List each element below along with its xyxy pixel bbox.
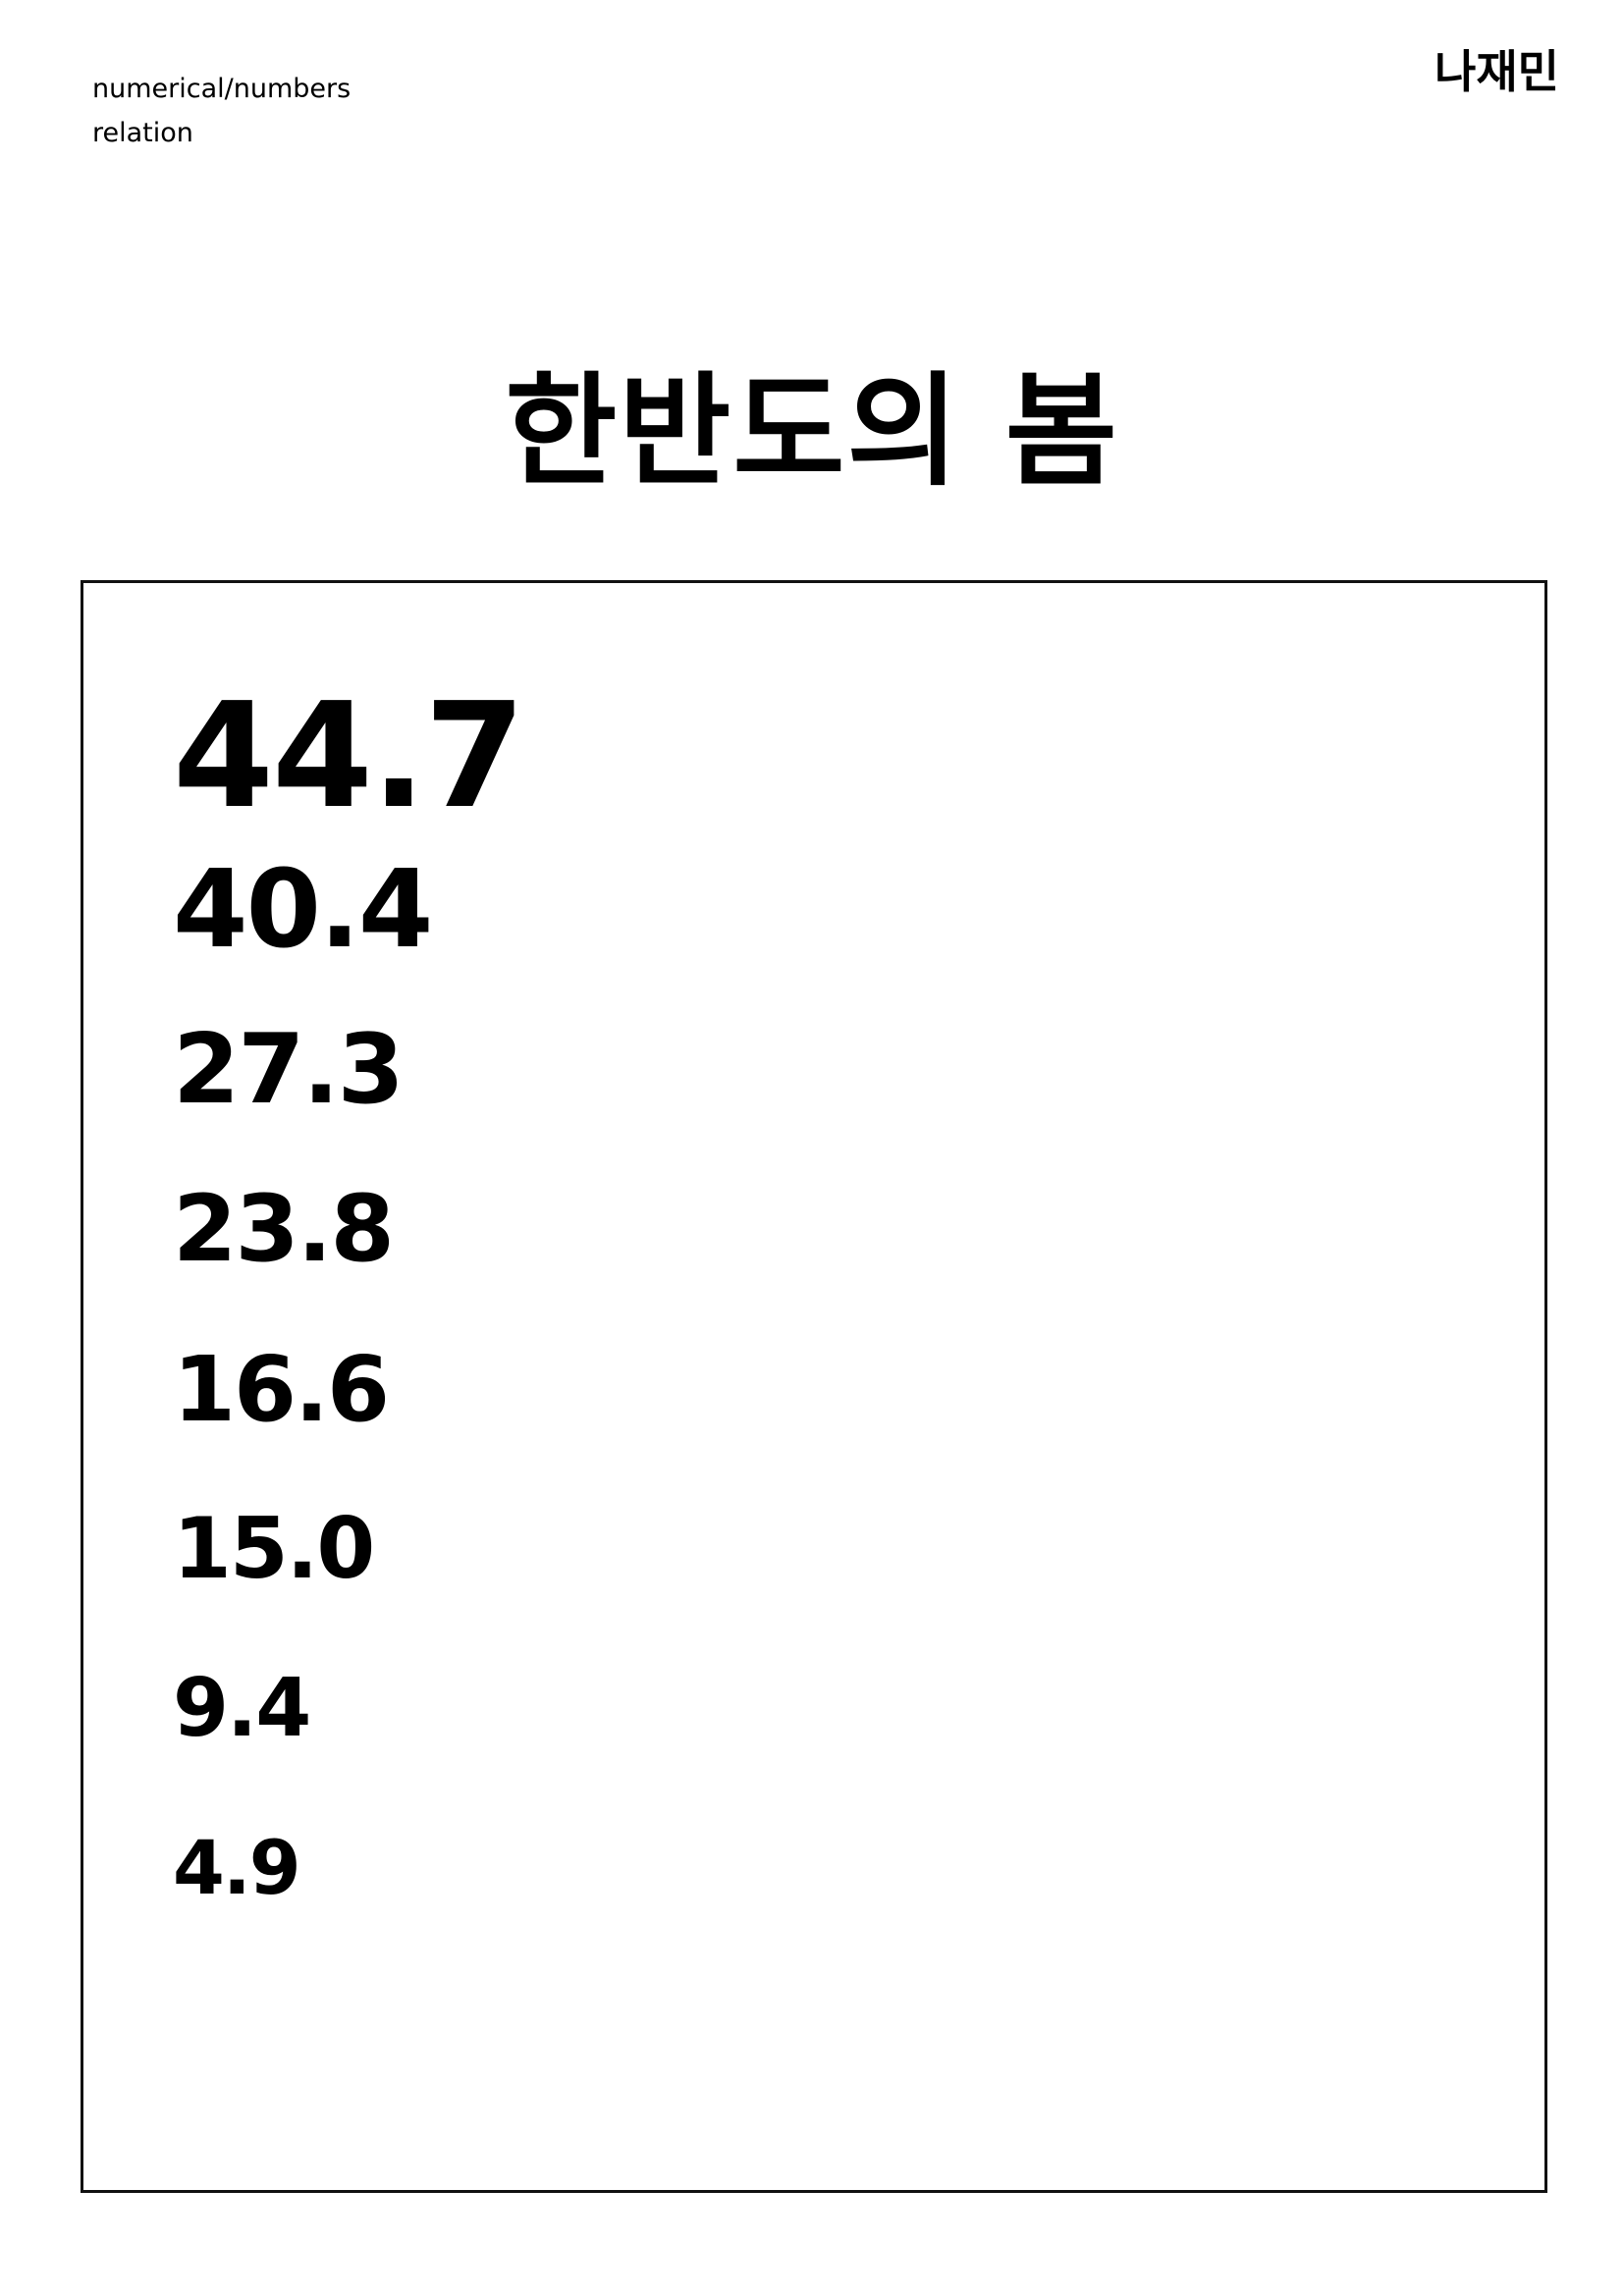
value-8: 4.9 bbox=[173, 1824, 301, 1911]
subtitle-line-2: relation bbox=[92, 118, 193, 148]
author-name: 나재민 bbox=[1435, 45, 1559, 98]
value-1: 44.7 bbox=[173, 671, 525, 840]
subtitle-line-1: numerical/numbers bbox=[92, 74, 352, 104]
values-frame bbox=[81, 580, 1547, 2193]
page-title: 한반도의 봄 bbox=[505, 361, 1119, 503]
value-4: 23.8 bbox=[173, 1176, 395, 1283]
subtitle: numerical/numbers relation bbox=[92, 67, 351, 155]
value-5: 16.6 bbox=[173, 1337, 390, 1442]
value-2: 40.4 bbox=[173, 846, 433, 972]
value-3: 27.3 bbox=[173, 1014, 405, 1126]
value-7: 9.4 bbox=[173, 1662, 311, 1755]
value-6: 15.0 bbox=[173, 1500, 375, 1598]
